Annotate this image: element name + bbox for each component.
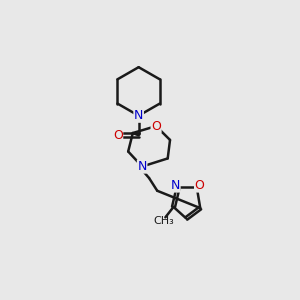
Text: N: N — [171, 179, 180, 192]
Text: N: N — [134, 109, 143, 122]
Text: O: O — [113, 129, 123, 142]
Text: N: N — [137, 160, 147, 173]
Text: O: O — [195, 179, 205, 192]
Text: CH₃: CH₃ — [154, 217, 175, 226]
Text: O: O — [151, 120, 161, 133]
